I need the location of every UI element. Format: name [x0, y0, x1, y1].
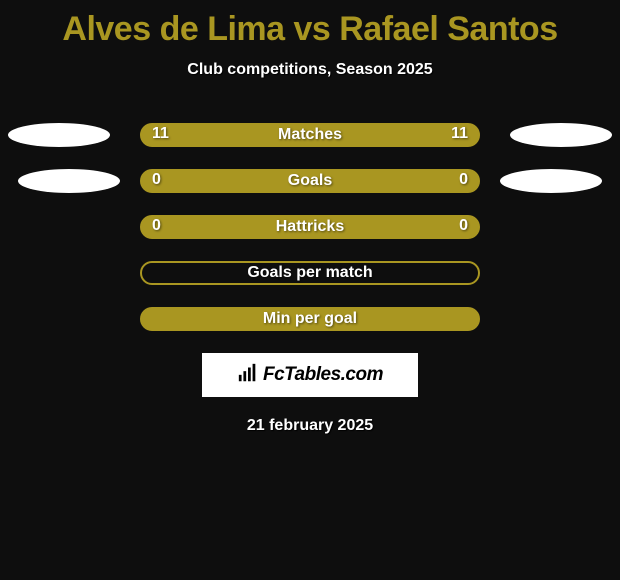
stat-value-left: 0: [152, 171, 161, 189]
stat-bar: Goals: [140, 169, 480, 193]
stat-value-right: 11: [451, 125, 468, 143]
brand-text: FcTables.com: [263, 364, 383, 386]
stat-rows: 11 Matches 11 0 Goals 0 0 Hattricks 0 Go…: [0, 123, 620, 331]
stat-label: Min per goal: [263, 310, 357, 328]
stat-row-goals: 0 Goals 0: [0, 169, 620, 193]
footer-date: 21 february 2025: [0, 417, 620, 435]
page-subtitle: Club competitions, Season 2025: [0, 61, 620, 79]
stat-label: Hattricks: [276, 218, 344, 236]
stat-bar: Hattricks: [140, 215, 480, 239]
stat-value-right: 0: [459, 171, 468, 189]
bar-chart-icon: [237, 362, 259, 389]
player-pill-right: [510, 123, 612, 147]
player-pill-left: [8, 123, 110, 147]
stat-row-goals-per-match: Goals per match: [0, 261, 620, 285]
stat-bar: Goals per match: [140, 261, 480, 285]
stat-bar: Matches: [140, 123, 480, 147]
player-pill-right: [500, 169, 602, 193]
brand-badge: FcTables.com: [202, 353, 418, 397]
player-pill-left: [18, 169, 120, 193]
stat-value-left: 11: [152, 125, 169, 143]
stat-row-matches: 11 Matches 11: [0, 123, 620, 147]
page-title: Alves de Lima vs Rafael Santos: [0, 0, 620, 49]
stat-label: Matches: [278, 126, 342, 144]
stat-label: Goals: [288, 172, 332, 190]
stat-label: Goals per match: [247, 264, 372, 282]
stat-bar: Min per goal: [140, 307, 480, 331]
stat-value-left: 0: [152, 217, 161, 235]
stat-row-min-per-goal: Min per goal: [0, 307, 620, 331]
stat-value-right: 0: [459, 217, 468, 235]
stat-row-hattricks: 0 Hattricks 0: [0, 215, 620, 239]
